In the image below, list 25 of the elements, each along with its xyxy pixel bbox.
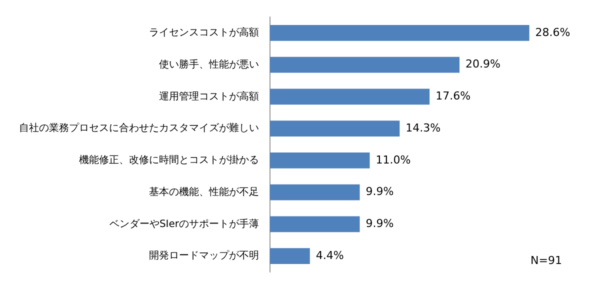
data-label: 9.9%: [366, 217, 394, 230]
y-tick-label: 機能修正、改修に時間とコストが掛かる: [79, 154, 259, 166]
bar: [270, 56, 460, 73]
bar: [270, 120, 400, 137]
data-label: 17.6%: [436, 90, 471, 103]
y-tick-label: 運用管理コストが高額: [159, 90, 259, 102]
bar: [270, 88, 430, 105]
bar: [270, 216, 360, 232]
y-tick-label: 基本の機能、性能が不足: [149, 186, 259, 198]
y-tick-label: ライセンスコストが高額: [149, 26, 259, 39]
data-label: 28.6%: [535, 26, 570, 39]
bar: [270, 184, 360, 200]
data-label: 20.9%: [465, 58, 500, 71]
y-tick-label: 使い勝手、性能が悪い: [159, 58, 259, 70]
bar: [270, 24, 530, 41]
bar: [270, 248, 310, 264]
data-label: 11.0%: [376, 153, 411, 166]
y-tick-label: ベンダーやSIerのサポートが手薄: [109, 218, 259, 230]
data-label: 4.4%: [316, 248, 344, 262]
bar: [270, 152, 370, 168]
data-label: 9.9%: [366, 185, 394, 198]
text: N=91: [530, 254, 562, 267]
data-label: 14.3%: [406, 121, 441, 134]
y-tick-label: 自社の業務プロセスに合わせたカスタマイズが難しい: [19, 122, 259, 134]
y-tick-label: 開発ロードマップが不明: [149, 250, 259, 262]
